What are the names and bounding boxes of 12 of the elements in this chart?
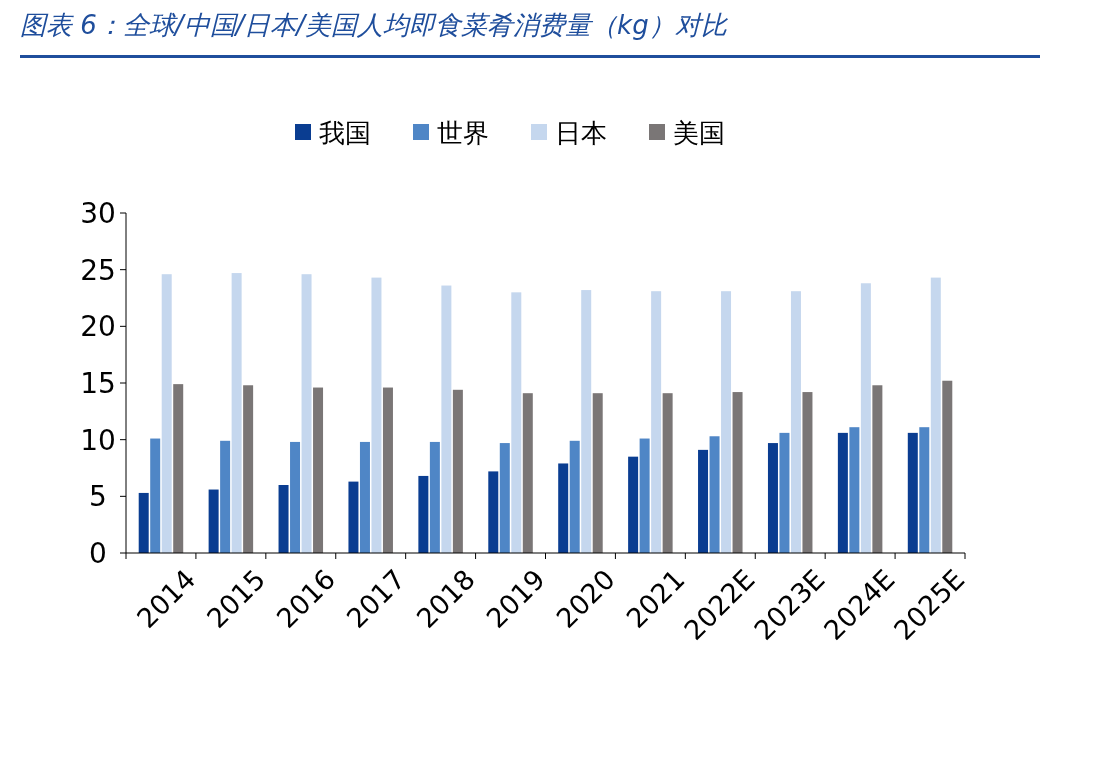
y-tick-label: 0 (89, 537, 107, 570)
y-tick-label: 20 (80, 310, 116, 344)
y-tick-label: 5 (89, 480, 107, 514)
y-tick-label: 30 (80, 197, 116, 230)
legend-label: 日本 (555, 118, 607, 148)
y-tick-label: 10 (80, 423, 116, 457)
y-tick-label: 25 (80, 253, 116, 287)
chart-title: 图表 6：全球/中国/日本/美国人均即食菜肴消费量（kg）对比 (20, 8, 1040, 58)
y-tick-label: 15 (80, 367, 116, 400)
legend-label: 美国 (673, 118, 725, 148)
legend-label: 我国 (319, 118, 371, 148)
legend-label: 世界 (437, 118, 489, 148)
